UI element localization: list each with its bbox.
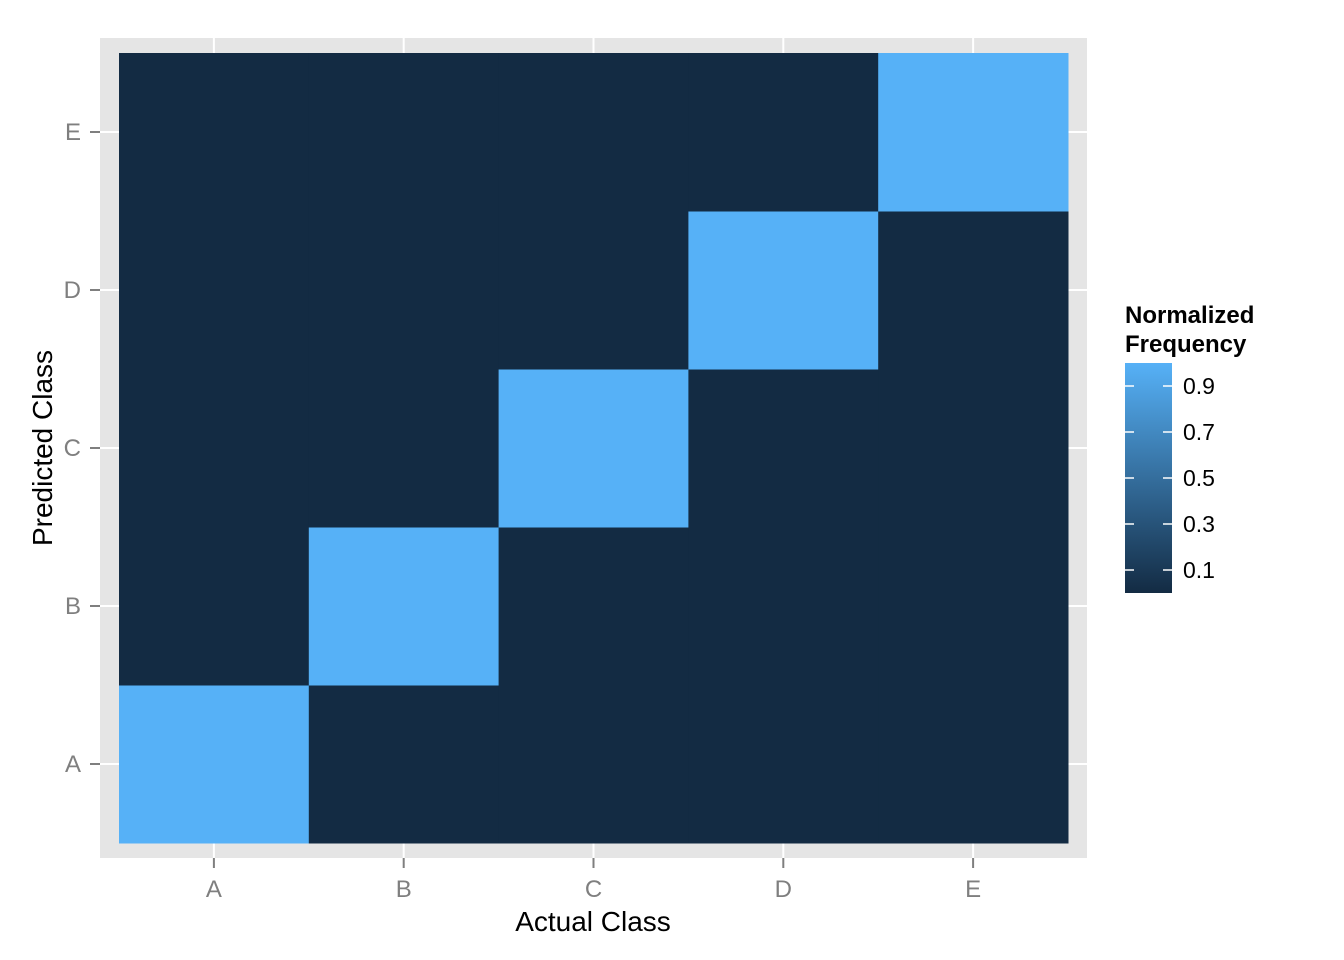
tile-pred-B-actual-D [688, 527, 879, 686]
tile-pred-D-actual-A [119, 211, 310, 370]
tile-pred-B-actual-E [878, 527, 1069, 686]
y-axis: A B C D E [64, 119, 100, 778]
tile-pred-D-actual-D [688, 211, 879, 370]
y-tick-label: D [64, 277, 81, 304]
tile-pred-C-actual-D [688, 369, 879, 528]
y-tick-label: B [65, 593, 81, 620]
tile-pred-C-actual-E [878, 369, 1069, 528]
x-axis: A B C D E [206, 858, 981, 903]
x-tick-label: A [206, 876, 222, 903]
legend-break-label: 0.5 [1183, 465, 1215, 491]
legend: Normalized Frequency 0.1 0.3 0.5 0.7 0.9 [1125, 302, 1254, 593]
x-axis-title: Actual Class [515, 906, 671, 937]
legend-title-line-1: Normalized [1125, 302, 1254, 329]
tile-pred-E-actual-C [498, 53, 689, 212]
tile-pred-E-actual-B [308, 53, 500, 212]
y-tick-label: A [65, 751, 81, 778]
legend-break-label: 0.9 [1183, 373, 1215, 399]
tile-pred-D-actual-C [498, 211, 689, 370]
tile-pred-A-actual-C [498, 685, 689, 844]
tile-pred-A-actual-E [878, 685, 1069, 844]
x-tick-label: D [775, 876, 792, 903]
y-axis-title: Predicted Class [27, 350, 58, 546]
tile-pred-B-actual-B [308, 527, 500, 686]
tile-pred-E-actual-E [878, 53, 1069, 212]
tile-pred-A-actual-A [119, 685, 310, 844]
tile-pred-E-actual-A [119, 53, 310, 212]
tile-pred-A-actual-D [688, 685, 879, 844]
legend-ticks: 0.1 0.3 0.5 0.7 0.9 [1125, 373, 1215, 583]
tile-pred-D-actual-E [878, 211, 1069, 370]
x-tick-label: B [396, 876, 412, 903]
x-tick-label: E [965, 876, 981, 903]
legend-break-label: 0.3 [1183, 511, 1215, 537]
y-tick-label: C [64, 435, 81, 462]
tile-pred-B-actual-A [119, 527, 310, 686]
tile-pred-D-actual-B [308, 211, 500, 370]
tile-pred-B-actual-C [498, 527, 689, 686]
legend-break-label: 0.7 [1183, 419, 1215, 445]
heatmap-tiles [119, 53, 1069, 844]
tile-pred-C-actual-A [119, 369, 310, 528]
tile-pred-A-actual-B [308, 685, 500, 844]
x-tick-label: C [585, 876, 602, 903]
legend-break-label: 0.1 [1183, 557, 1215, 583]
y-tick-label: E [65, 119, 81, 146]
tile-pred-C-actual-C [498, 369, 689, 528]
legend-title-line-2: Frequency [1125, 331, 1247, 358]
tile-pred-E-actual-D [688, 53, 879, 212]
tile-pred-C-actual-B [308, 369, 500, 528]
